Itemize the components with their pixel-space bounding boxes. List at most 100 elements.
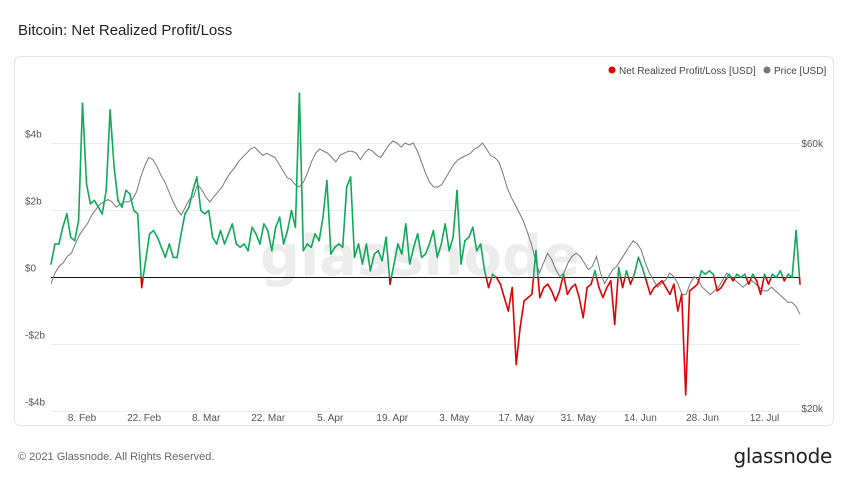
nrpl-segment — [408, 246, 415, 265]
nrpl-segment — [142, 260, 147, 279]
nrpl-segment — [207, 209, 214, 239]
nrpl-segment — [537, 276, 541, 299]
nrpl-segment — [341, 186, 348, 249]
nrpl-segment — [50, 243, 56, 265]
nrpl-segment — [168, 243, 174, 259]
nrpl-segment — [535, 249, 539, 279]
nrpl-segment — [81, 102, 88, 185]
nrpl-segment — [491, 273, 498, 279]
nrpl-segment — [479, 243, 486, 272]
nrpl-segment — [381, 236, 387, 262]
nrpl-segment — [420, 253, 427, 259]
nrpl-segment — [160, 246, 167, 259]
nrpl-segment — [617, 266, 622, 279]
nrpl-segment — [176, 233, 182, 259]
nrpl-segment — [89, 199, 96, 205]
nrpl-segment — [428, 229, 435, 245]
nrpl-segment — [140, 276, 144, 289]
nrpl-segment — [716, 286, 723, 292]
nrpl-segment — [109, 109, 115, 168]
nrpl-segment — [645, 280, 652, 296]
nrpl-segment — [515, 326, 521, 366]
nrpl-segment — [523, 296, 529, 302]
price-series — [50, 140, 801, 315]
nrpl-segment — [263, 223, 269, 232]
nrpl-segment — [365, 243, 372, 272]
nrpl-segment — [578, 296, 585, 319]
y-tick-label: -$2b — [25, 331, 45, 342]
nrpl-segment — [61, 213, 68, 229]
nrpl-segment — [464, 236, 470, 242]
nrpl-segment — [326, 179, 332, 255]
y2-tick-label: $20k — [801, 404, 824, 415]
nrpl-segment — [373, 249, 380, 255]
nrpl-segment — [113, 166, 119, 202]
nrpl-segment — [779, 270, 784, 279]
nrpl-segment — [436, 243, 443, 259]
nrpl-segment — [196, 176, 202, 212]
chart[interactable]: glassnode 8. Feb 22. Feb 8. Mar 22. Mar 5. A… — [15, 57, 833, 425]
nrpl-segment — [259, 223, 265, 245]
nrpl-segment — [767, 276, 772, 285]
nrpl-segment — [669, 283, 675, 296]
nrpl-segment — [243, 243, 249, 252]
x-tick-label: 22. Feb — [127, 413, 161, 424]
nrpl-segment — [574, 283, 581, 299]
nrpl-segment — [231, 223, 238, 245]
x-axis: 8. Feb 22. Feb 8. Mar 22. Mar 5. Apr 19. Apr 3… — [68, 413, 779, 424]
nrpl-segment — [235, 243, 241, 249]
nrpl-segment — [495, 276, 502, 285]
nrpl-segment — [511, 286, 518, 366]
legend-dot-nrpl — [608, 66, 616, 74]
nrpl-segment — [180, 213, 186, 235]
nrpl-segment — [755, 280, 762, 296]
nrpl-segment — [215, 229, 222, 245]
nrpl-segment — [531, 276, 535, 296]
nrpl-segment — [538, 286, 545, 299]
nrpl-segment — [621, 276, 626, 289]
nrpl-segment — [629, 276, 634, 285]
nrpl-segment — [798, 276, 801, 285]
nrpl-segment — [330, 246, 336, 255]
x-tick-label: 14. Jun — [624, 413, 657, 424]
nrpl-segment — [625, 270, 630, 279]
x-tick-label: 12. Jul — [750, 413, 779, 424]
nrpl-segment — [85, 182, 92, 205]
nrpl-segment — [156, 236, 163, 249]
nrpl-segment — [200, 209, 206, 215]
nrpl-segment — [519, 300, 525, 329]
x-tick-label: 19. Apr — [376, 413, 408, 424]
x-tick-label: 3. May — [439, 413, 469, 424]
nrpl-series — [50, 92, 801, 396]
nrpl-segment — [239, 243, 245, 249]
nrpl-segment — [148, 229, 155, 235]
page-title: Bitcoin: Net Realized Profit/Loss — [18, 22, 233, 39]
nrpl-segment — [255, 233, 261, 245]
nrpl-segment — [397, 243, 403, 255]
nrpl-segment — [771, 273, 778, 279]
nrpl-segment — [692, 283, 699, 289]
nrpl-segment — [302, 243, 309, 252]
nrpl-segment — [294, 92, 301, 229]
nrpl-segment — [527, 293, 533, 299]
x-tick-label: 8. Mar — [192, 413, 221, 424]
nrpl-segment — [456, 189, 462, 265]
legend-label-price[interactable]: Price [USD] — [774, 66, 826, 77]
nrpl-segment — [219, 229, 226, 245]
nrpl-segment — [503, 296, 510, 312]
nrpl-segment — [720, 280, 726, 289]
nrpl-segment — [613, 276, 619, 326]
nrpl-segment — [223, 233, 230, 245]
nrpl-segment — [602, 286, 608, 299]
nrpl-segment — [745, 276, 750, 285]
nrpl-segment — [333, 243, 340, 249]
nrpl-segment — [211, 236, 218, 245]
nrpl-segment — [298, 92, 305, 252]
nrpl-segment — [507, 286, 514, 312]
legend-dot-price — [763, 66, 771, 74]
nrpl-segment — [698, 270, 703, 279]
nrpl-segment — [542, 283, 549, 289]
legend-label-nrpl[interactable]: Net Realized Profit/Loss [USD] — [619, 66, 756, 77]
nrpl-segment — [499, 283, 506, 299]
nrpl-segment — [385, 236, 391, 279]
